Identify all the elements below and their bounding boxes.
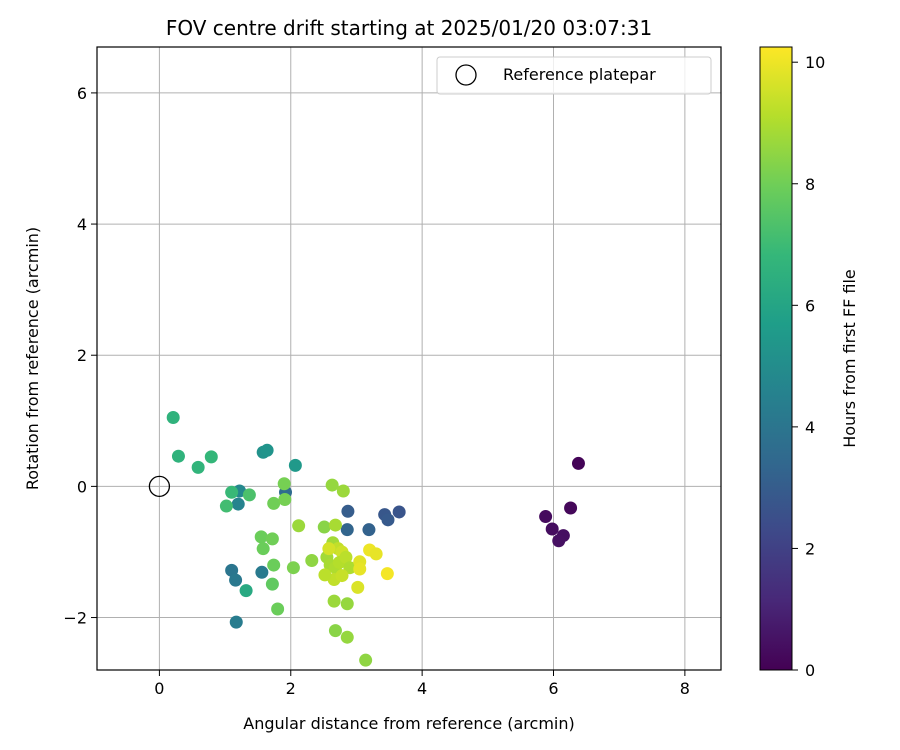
data-point <box>369 547 383 561</box>
data-point <box>545 522 559 536</box>
data-point <box>267 558 281 572</box>
data-point <box>318 568 332 582</box>
colorbar: 0 2 4 6 8 10 Hours from first FF file <box>759 46 859 680</box>
data-point <box>219 499 233 513</box>
x-tick-label: 2 <box>286 679 296 698</box>
data-point <box>343 561 357 575</box>
data-point <box>166 411 180 425</box>
chart-title: FOV centre drift starting at 2025/01/20 … <box>166 16 652 40</box>
data-point <box>339 550 353 564</box>
x-tick-label: 0 <box>154 679 164 698</box>
colorbar-gradient <box>759 46 793 671</box>
data-point <box>340 630 354 644</box>
colorbar-tick-label: 4 <box>805 418 815 437</box>
colorbar-ticks: 0 2 4 6 8 10 <box>792 53 825 680</box>
data-point <box>322 542 336 556</box>
data-point <box>288 458 302 472</box>
data-point <box>265 532 279 546</box>
data-point <box>340 523 354 537</box>
data-point <box>260 443 274 457</box>
data-point <box>564 501 578 515</box>
x-tick-label: 8 <box>680 679 690 698</box>
data-point <box>359 653 373 667</box>
x-tick-label: 4 <box>417 679 427 698</box>
data-point <box>341 504 355 518</box>
data-point <box>292 519 306 533</box>
y-tick-label: 6 <box>77 84 87 103</box>
colorbar-tick-label: 2 <box>805 539 815 558</box>
data-point <box>381 513 395 527</box>
data-point <box>225 485 239 499</box>
reference-marker <box>148 475 171 498</box>
x-tick-label: 6 <box>548 679 558 698</box>
data-point <box>317 520 331 534</box>
data-point <box>571 456 585 470</box>
data-point <box>171 449 185 463</box>
data-point <box>191 460 205 474</box>
data-point <box>380 567 394 581</box>
y-tick-label: −2 <box>63 609 87 628</box>
legend-marker <box>455 64 477 86</box>
data-point <box>231 497 245 511</box>
data-point <box>336 484 350 498</box>
y-axis-label: Rotation from reference (arcmin) <box>23 227 42 490</box>
data-point <box>229 573 243 587</box>
data-points <box>166 411 585 667</box>
data-point <box>305 553 319 567</box>
data-point <box>265 577 279 591</box>
data-point <box>328 518 342 532</box>
data-point <box>340 597 354 611</box>
data-point <box>328 624 342 638</box>
data-point <box>242 488 256 502</box>
data-point <box>392 505 406 519</box>
x-axis-label: Angular distance from reference (arcmin) <box>243 714 574 733</box>
data-point <box>539 510 553 524</box>
plot-area: 0 2 4 6 8 −2 0 2 4 6 <box>63 46 722 698</box>
data-point <box>256 542 270 556</box>
colorbar-tick-label: 10 <box>805 53 825 72</box>
data-point <box>239 584 253 598</box>
legend-box <box>436 56 712 95</box>
y-tick-label: 4 <box>77 215 87 234</box>
y-tick-label: 0 <box>77 477 87 496</box>
reference-point <box>148 475 171 498</box>
data-point <box>278 492 292 506</box>
data-point <box>325 478 339 492</box>
data-point <box>254 530 268 544</box>
x-axis-ticks: 0 2 4 6 8 <box>154 670 690 698</box>
legend-label: Reference platepar <box>503 65 656 84</box>
data-point <box>362 523 376 537</box>
y-axis-ticks: −2 0 2 4 6 <box>63 84 97 628</box>
data-point <box>552 534 566 548</box>
colorbar-tick-label: 0 <box>805 661 815 680</box>
data-point <box>335 569 349 583</box>
plot-background <box>97 47 721 670</box>
data-point <box>271 602 285 616</box>
data-point <box>353 562 367 576</box>
data-point <box>277 477 291 491</box>
colorbar-label: Hours from first FF file <box>840 269 859 448</box>
data-point <box>351 580 365 594</box>
data-point <box>225 563 239 577</box>
colorbar-tick-label: 6 <box>805 296 815 315</box>
colorbar-tick-label: 8 <box>805 175 815 194</box>
legend: Reference platepar <box>436 56 712 95</box>
data-point <box>229 615 243 629</box>
data-point <box>286 561 300 575</box>
y-tick-label: 2 <box>77 346 87 365</box>
plot-frame <box>96 46 722 671</box>
data-point <box>255 565 269 579</box>
data-point <box>267 496 281 510</box>
data-point <box>204 450 218 464</box>
data-point <box>327 594 341 608</box>
